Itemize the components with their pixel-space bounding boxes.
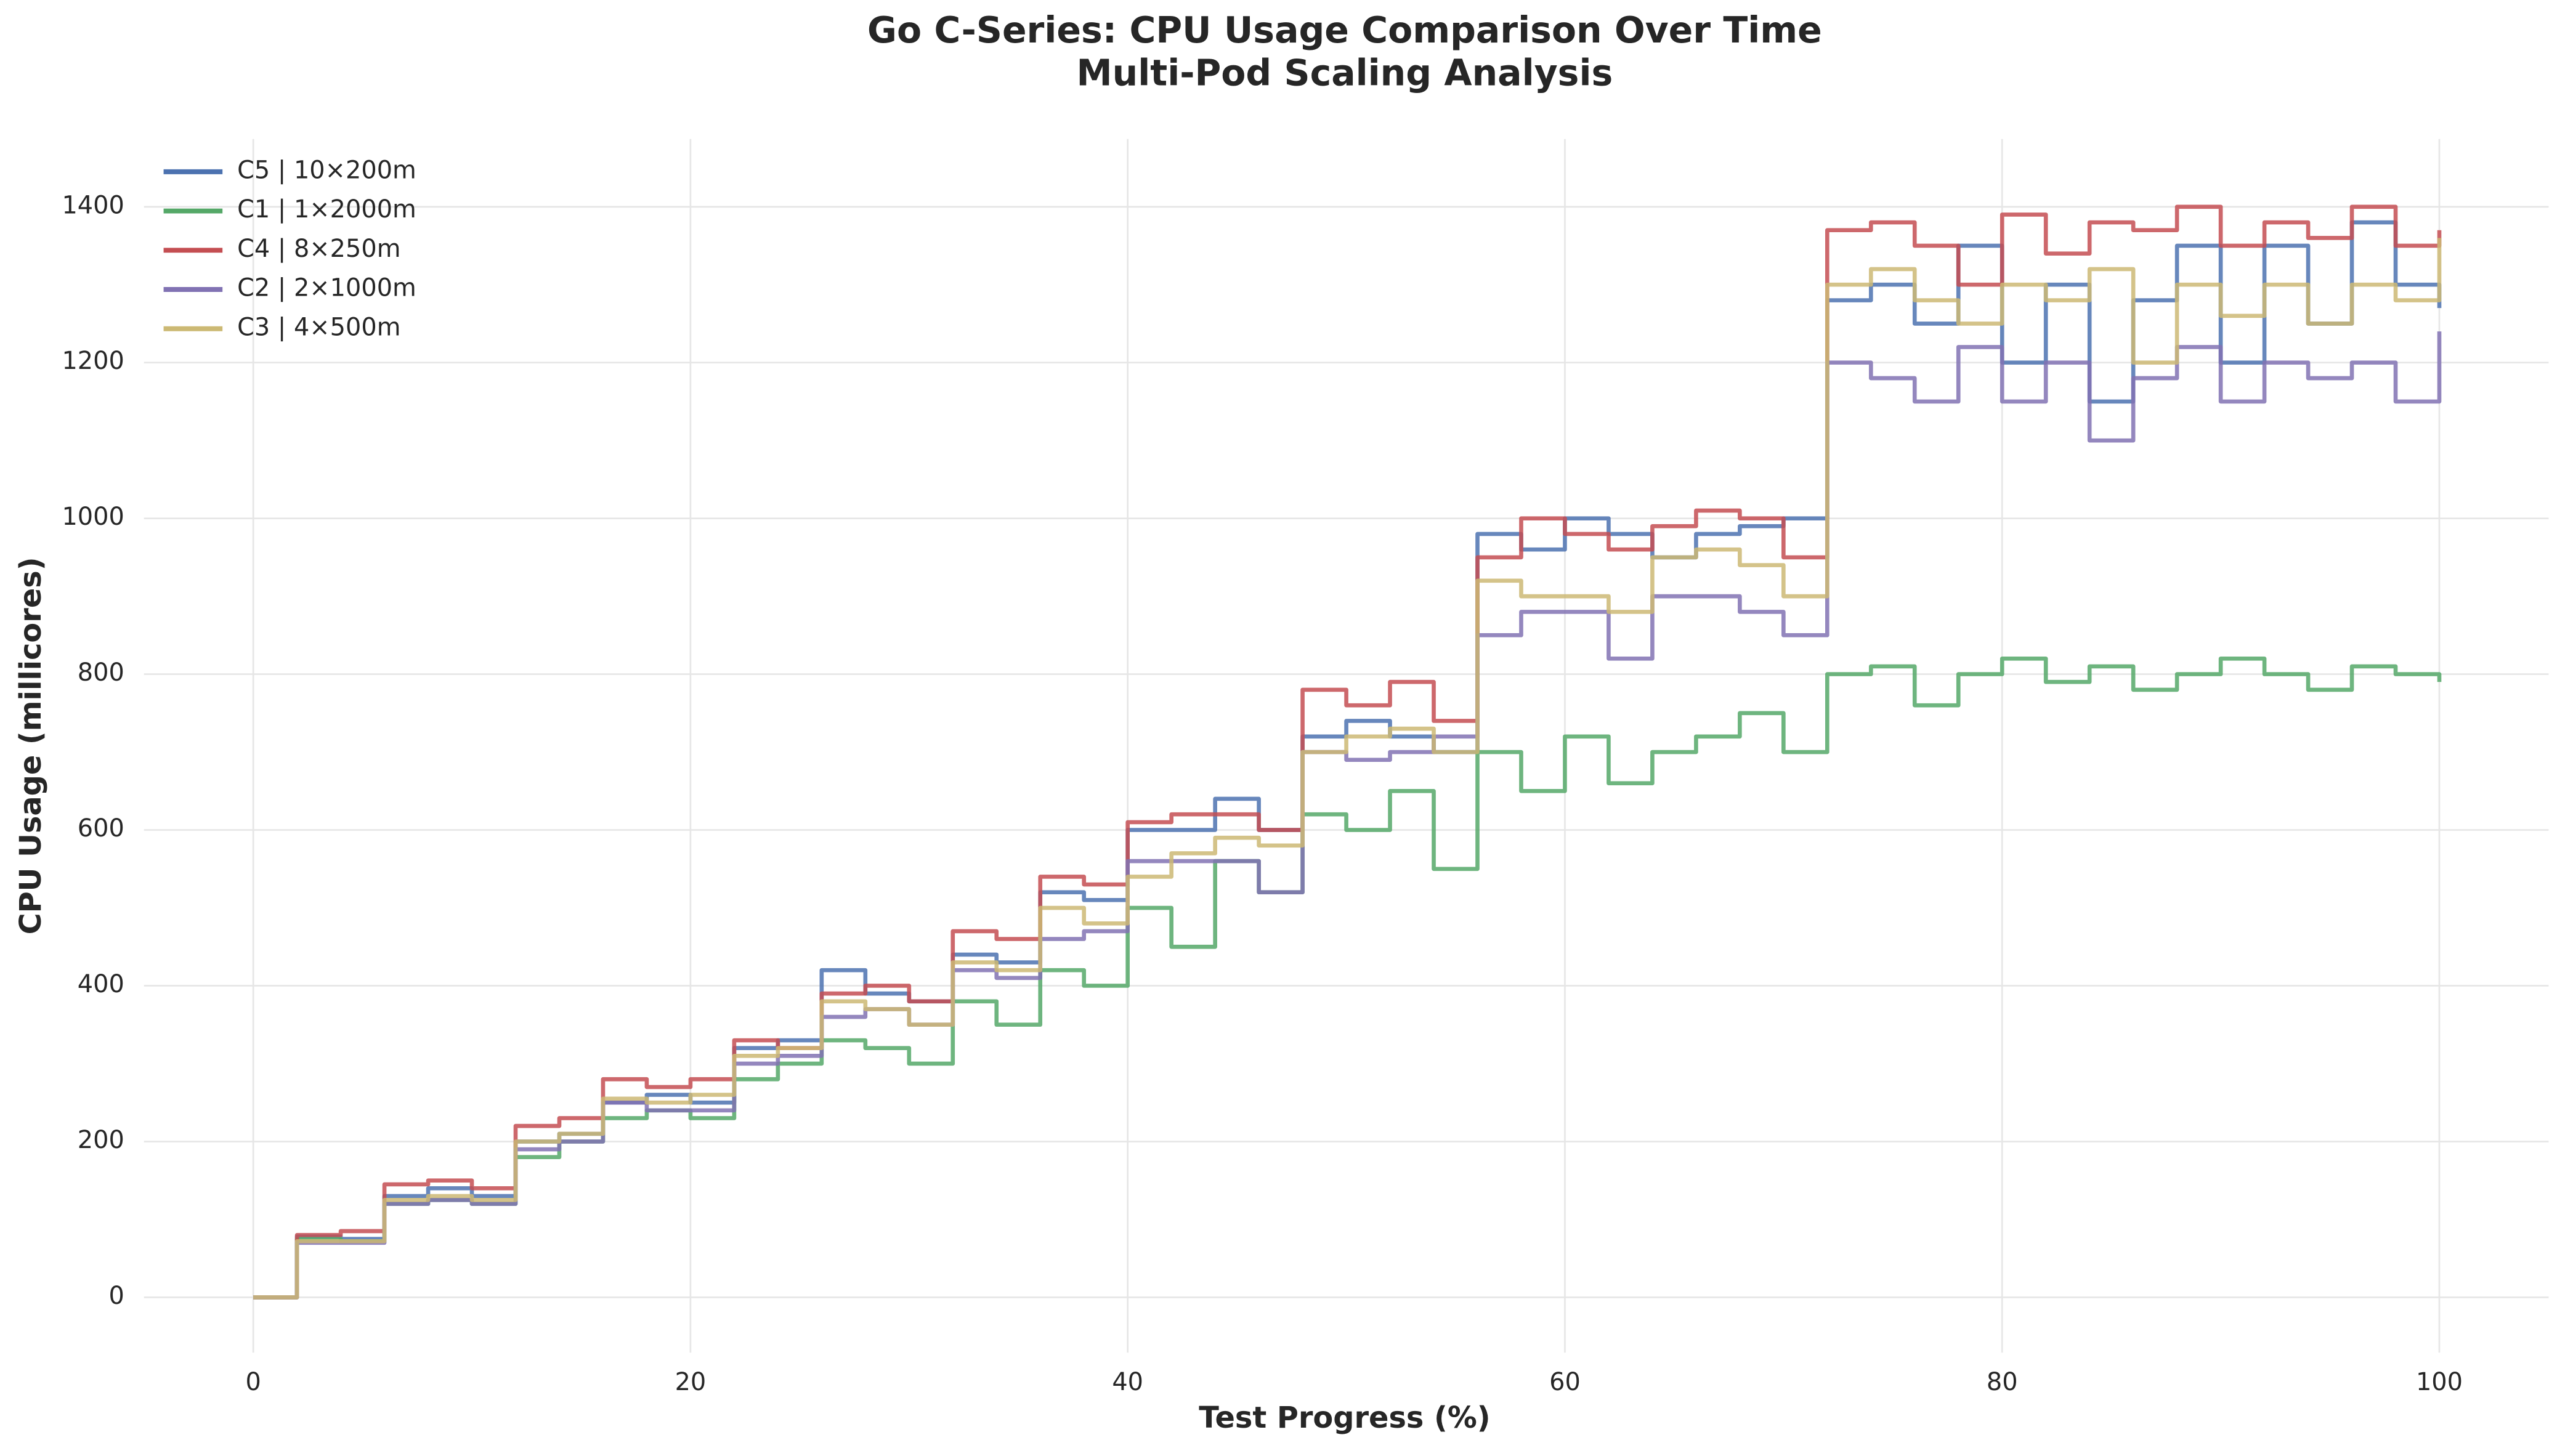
y-tick-label: 1400: [62, 191, 124, 219]
series-line: [253, 656, 2442, 1300]
y-tick-label: 1200: [62, 347, 124, 375]
series-line: [253, 238, 2442, 1300]
plot-lines: [253, 204, 2442, 1300]
y-tick-label: 800: [78, 658, 124, 687]
legend: C5 | 10×200m C1 | 1×2000m C4 | 8×250m C2 | …: [163, 156, 416, 341]
legend-label: C5 | 10×200m: [237, 156, 416, 184]
chart-title: Go C-Series: CPU Usage Comparison Over T…: [867, 9, 1822, 51]
y-tick-label: 200: [78, 1126, 124, 1154]
x-tick-label: 100: [2416, 1368, 2463, 1396]
x-tick-label: 80: [1987, 1368, 2018, 1396]
y-tick-label: 400: [78, 970, 124, 998]
x-axis-label: Test Progress (%): [1199, 1401, 1490, 1435]
legend-label: C2 | 2×1000m: [237, 274, 416, 302]
y-axis-label: CPU Usage (millicores): [14, 557, 48, 934]
series-line: [253, 204, 2442, 1300]
legend-label: C3 | 4×500m: [237, 313, 400, 341]
x-tick-label: 60: [1549, 1368, 1581, 1396]
y-tick-label: 600: [78, 814, 124, 843]
grid: [144, 139, 2549, 1353]
x-tick-label: 40: [1112, 1368, 1143, 1396]
y-tick-label: 1000: [62, 503, 124, 531]
chart-subtitle: Multi-Pod Scaling Analysis: [1077, 52, 1613, 94]
y-tick-label: 0: [109, 1282, 124, 1310]
legend-label: C1 | 1×2000m: [237, 195, 416, 224]
legend-label: C4 | 8×250m: [237, 235, 400, 263]
series-line: [253, 331, 2442, 1300]
x-tick-label: 0: [245, 1368, 261, 1396]
x-tick-label: 20: [675, 1368, 707, 1396]
